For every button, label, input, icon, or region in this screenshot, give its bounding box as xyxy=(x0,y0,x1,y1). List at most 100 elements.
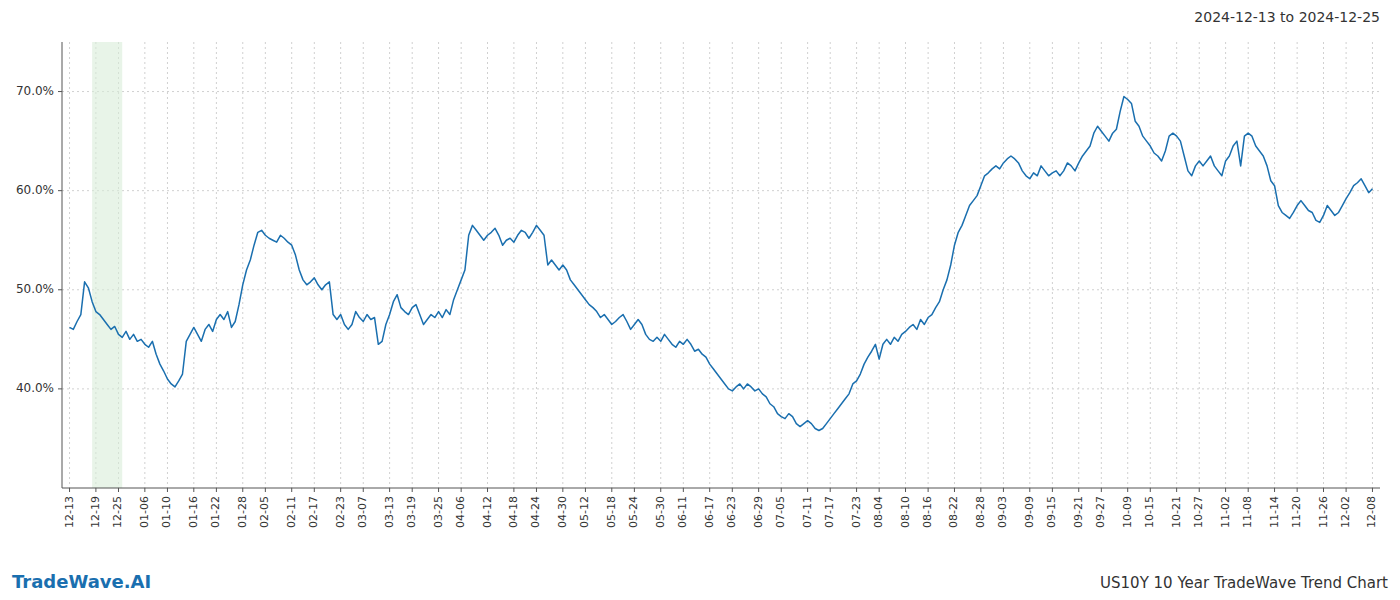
x-grid-line xyxy=(1248,42,1249,488)
x-tick-label: 11-14 xyxy=(1268,496,1281,528)
x-tick-label: 07-17 xyxy=(823,496,836,528)
x-grid-line xyxy=(1052,42,1053,488)
x-grid-line xyxy=(69,42,70,488)
x-tick xyxy=(314,488,315,492)
x-tick xyxy=(144,488,145,492)
x-tick xyxy=(291,488,292,492)
x-tick xyxy=(954,488,955,492)
x-grid-line xyxy=(856,42,857,488)
y-tick-label: 50.0% xyxy=(16,282,54,296)
brand-annotation: TradeWave.AI xyxy=(12,571,151,592)
x-grid-line xyxy=(683,42,684,488)
x-grid-line xyxy=(1297,42,1298,488)
x-tick-label: 08-22 xyxy=(947,496,960,528)
x-tick xyxy=(487,488,488,492)
y-tick-label: 60.0% xyxy=(16,183,54,197)
y-grid-line xyxy=(62,91,1380,92)
x-grid-line xyxy=(1150,42,1151,488)
x-tick-label: 04-24 xyxy=(529,496,542,528)
x-tick-label: 05-24 xyxy=(627,496,640,528)
x-tick xyxy=(438,488,439,492)
x-tick xyxy=(461,488,462,492)
x-tick xyxy=(193,488,194,492)
x-tick-label: 08-28 xyxy=(974,496,987,528)
x-axis-line xyxy=(62,488,1380,489)
x-tick xyxy=(1199,488,1200,492)
x-tick xyxy=(1101,488,1102,492)
x-grid-line xyxy=(709,42,710,488)
x-tick xyxy=(1274,488,1275,492)
x-grid-line xyxy=(1029,42,1030,488)
x-grid-line xyxy=(167,42,168,488)
x-tick xyxy=(928,488,929,492)
x-tick xyxy=(781,488,782,492)
x-tick xyxy=(1225,488,1226,492)
x-tick xyxy=(1127,488,1128,492)
x-grid-line xyxy=(1274,42,1275,488)
x-tick xyxy=(167,488,168,492)
x-grid-line xyxy=(1101,42,1102,488)
x-tick xyxy=(1052,488,1053,492)
x-tick xyxy=(1248,488,1249,492)
x-grid-line xyxy=(314,42,315,488)
chart-svg: 40.0%50.0%60.0%70.0%12-1312-1912-2501-06… xyxy=(0,0,1400,600)
y-axis-line xyxy=(62,42,63,488)
x-grid-line xyxy=(732,42,733,488)
y-grid-line xyxy=(62,388,1380,389)
x-grid-line xyxy=(905,42,906,488)
x-grid-line xyxy=(389,42,390,488)
x-tick xyxy=(1078,488,1079,492)
x-tick xyxy=(340,488,341,492)
highlight-band xyxy=(92,42,122,488)
x-grid-line xyxy=(1078,42,1079,488)
x-tick-label: 08-04 xyxy=(872,496,885,528)
x-tick xyxy=(69,488,70,492)
chart-name-annotation: US10Y 10 Year TradeWave Trend Chart xyxy=(1100,574,1388,592)
x-grid-line xyxy=(954,42,955,488)
x-tick xyxy=(879,488,880,492)
x-grid-line xyxy=(412,42,413,488)
axes: 40.0%50.0%60.0%70.0%12-1312-1912-2501-06… xyxy=(16,42,1380,528)
x-tick xyxy=(1003,488,1004,492)
x-grid-line xyxy=(781,42,782,488)
x-grid-line xyxy=(1225,42,1226,488)
x-tick xyxy=(118,488,119,492)
x-grid-line xyxy=(487,42,488,488)
x-grid-line xyxy=(144,42,145,488)
x-tick-label: 04-06 xyxy=(454,496,467,528)
date-range-annotation: 2024-12-13 to 2024-12-25 xyxy=(1194,9,1380,25)
x-tick xyxy=(856,488,857,492)
x-tick xyxy=(758,488,759,492)
x-tick-label: 03-19 xyxy=(405,496,418,528)
y-grid-line xyxy=(62,289,1380,290)
x-grid-line xyxy=(1372,42,1373,488)
x-tick-label: 03-13 xyxy=(383,496,396,528)
x-tick-label: 01-06 xyxy=(138,496,151,528)
x-tick-label: 01-28 xyxy=(236,496,249,528)
x-tick-label: 04-30 xyxy=(556,496,569,528)
x-tick xyxy=(363,488,364,492)
x-tick xyxy=(1029,488,1030,492)
x-tick-label: 04-18 xyxy=(507,496,520,528)
x-tick xyxy=(536,488,537,492)
x-tick xyxy=(412,488,413,492)
x-tick-label: 07-05 xyxy=(774,496,787,528)
x-tick xyxy=(709,488,710,492)
x-grid-line xyxy=(758,42,759,488)
x-tick xyxy=(683,488,684,492)
x-tick xyxy=(242,488,243,492)
x-tick-label: 11-02 xyxy=(1219,496,1232,528)
x-grid-line xyxy=(242,42,243,488)
x-tick xyxy=(216,488,217,492)
x-tick-label: 08-16 xyxy=(921,496,934,528)
x-tick-label: 03-07 xyxy=(356,496,369,528)
x-grid-line xyxy=(363,42,364,488)
x-tick-label: 09-09 xyxy=(1023,496,1036,528)
x-tick xyxy=(95,488,96,492)
x-tick-label: 02-23 xyxy=(334,496,347,528)
x-tick-label: 09-03 xyxy=(996,496,1009,528)
x-tick-label: 12-08 xyxy=(1365,496,1378,528)
x-grid-line xyxy=(879,42,880,488)
x-tick-label: 10-09 xyxy=(1121,496,1134,528)
x-tick xyxy=(830,488,831,492)
